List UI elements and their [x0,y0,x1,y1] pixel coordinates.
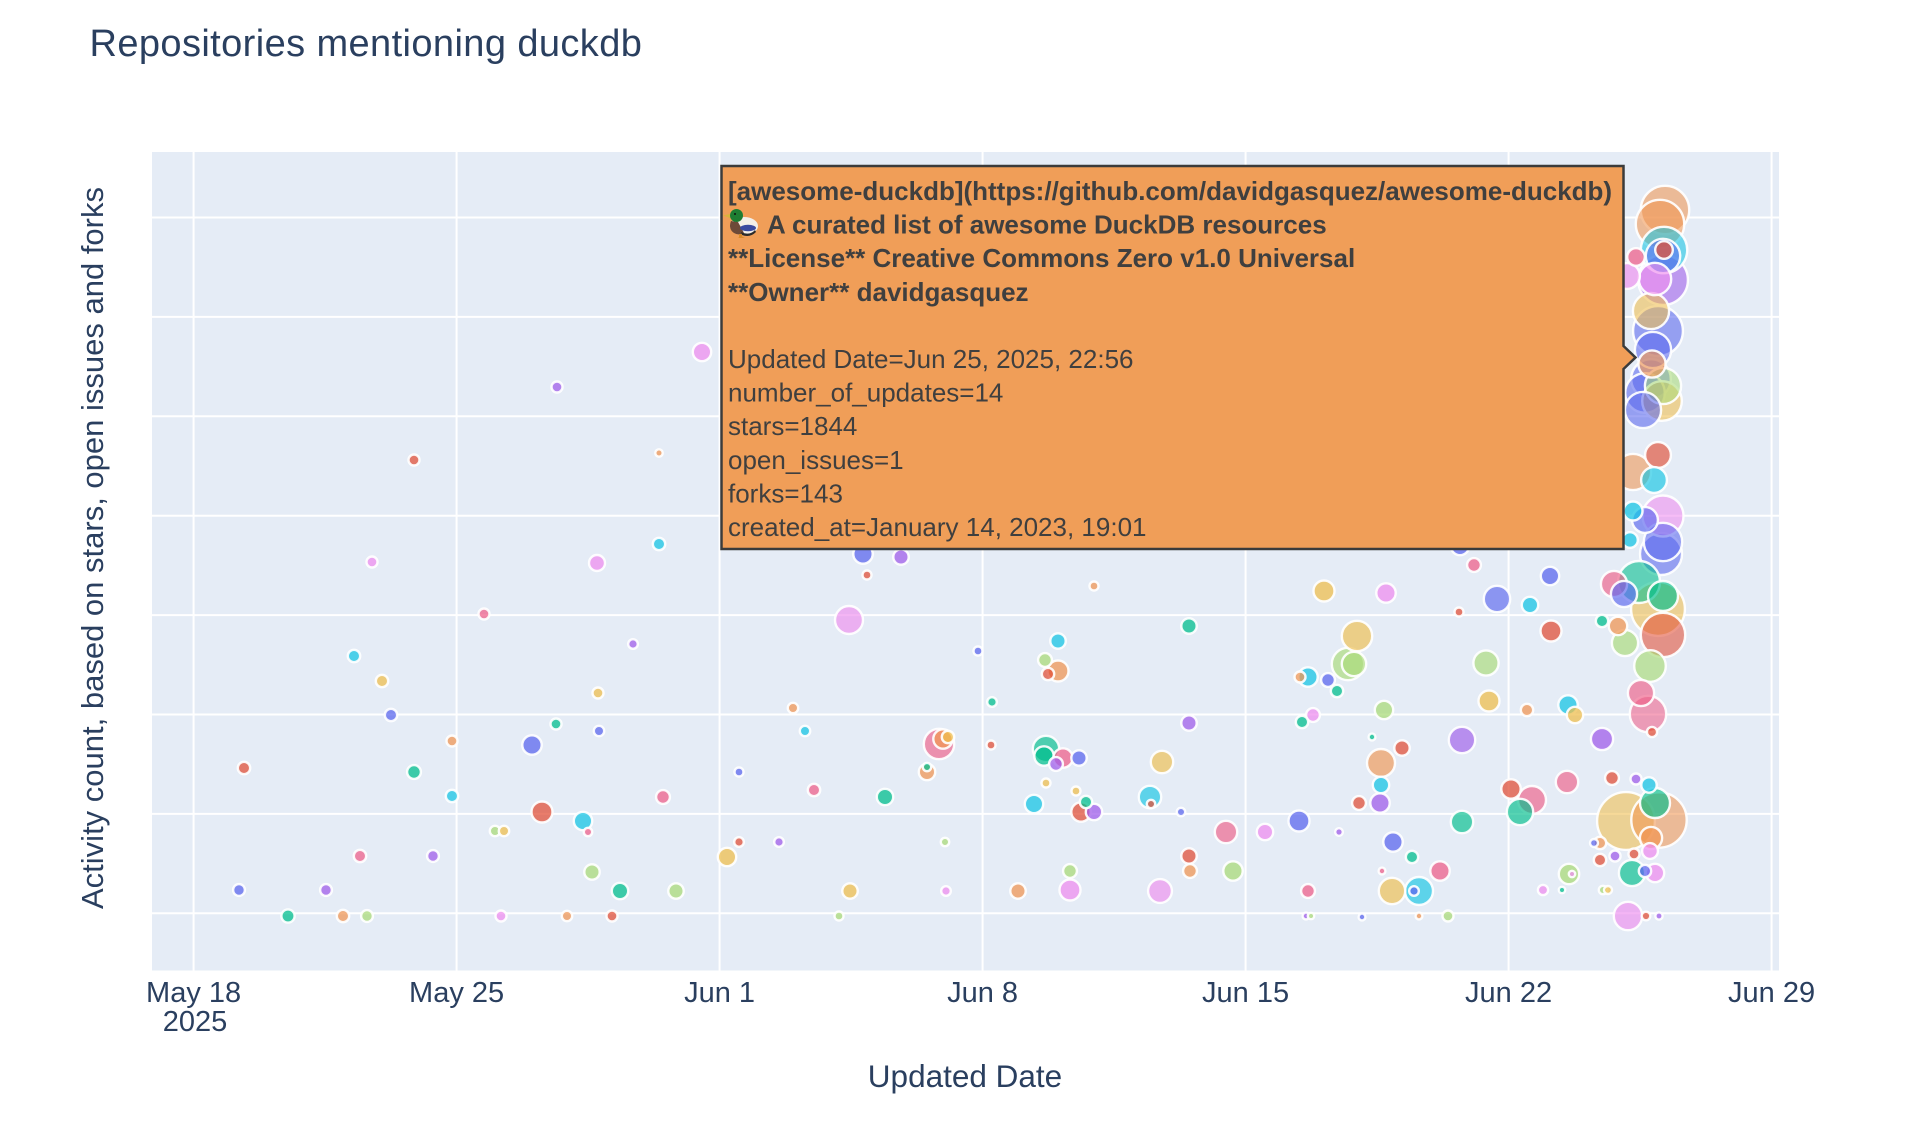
svg-text:Jun 22: Jun 22 [1465,977,1552,1009]
svg-text:Jun 15: Jun 15 [1202,977,1289,1009]
svg-text:Updated Date=Jun 25, 2025, 22:: Updated Date=Jun 25, 2025, 22:56 [728,344,1134,374]
svg-text:Updated Date: Updated Date [868,1058,1062,1094]
svg-text:stars=1844: stars=1844 [728,411,857,441]
svg-text:Activity count, based on stars: Activity count, based on stars, open iss… [75,187,110,909]
svg-text:Jun 29: Jun 29 [1728,977,1815,1009]
svg-text:**License** Creative Commons Z: **License** Creative Commons Zero v1.0 U… [728,243,1355,273]
svg-text:May 25: May 25 [409,977,504,1009]
svg-text:forks=143: forks=143 [728,478,843,508]
svg-text:Jun 1: Jun 1 [684,977,755,1009]
svg-text:[awesome-duckdb](https://githu: [awesome-duckdb](https://github.com/davi… [728,176,1612,206]
svg-text:open_issues=1: open_issues=1 [728,445,904,475]
svg-text:created_at=January 14, 2023, 1: created_at=January 14, 2023, 19:01 [728,512,1147,542]
svg-text:number_of_updates=14: number_of_updates=14 [728,378,1003,408]
svg-text:**Owner** davidgasquez: **Owner** davidgasquez [728,277,1029,307]
svg-text:Repositories mentioning duckdb: Repositories mentioning duckdb [90,23,643,65]
svg-text:A curated list of awesome Duck: A curated list of awesome DuckDB resourc… [767,210,1327,240]
svg-text:May 18: May 18 [146,977,241,1009]
svg-text:2025: 2025 [163,1006,228,1038]
svg-text:Jun 8: Jun 8 [947,977,1018,1009]
